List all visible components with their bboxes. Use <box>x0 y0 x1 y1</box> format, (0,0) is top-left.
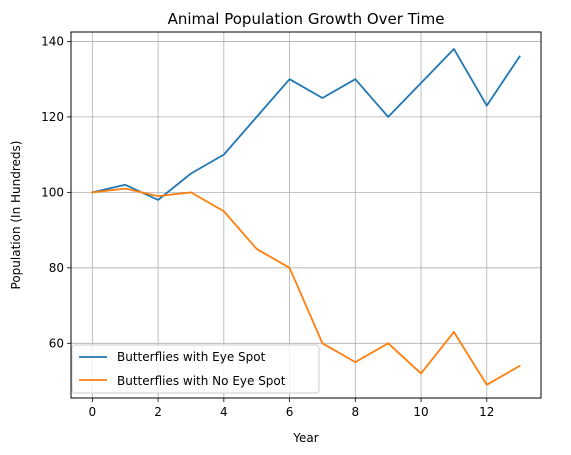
x-tick-label: 6 <box>286 405 294 419</box>
x-tick-label: 12 <box>479 405 494 419</box>
gridlines <box>71 32 541 398</box>
x-tick-label: 0 <box>89 405 97 419</box>
y-tick-label: 60 <box>49 336 64 350</box>
legend-frame <box>71 344 320 394</box>
series-lines <box>91 48 521 386</box>
legend: Butterflies with Eye Spot Butterflies wi… <box>71 344 320 394</box>
y-tick-label: 140 <box>41 34 64 48</box>
chart-title: Animal Population Growth Over Time <box>168 10 445 28</box>
x-axis-label: Year <box>292 431 318 445</box>
x-tick-label: 2 <box>154 405 162 419</box>
series-line-1 <box>91 187 521 386</box>
y-tick-label: 120 <box>41 110 64 124</box>
legend-label-no-eye-spot: Butterflies with No Eye Spot <box>117 374 286 388</box>
series-line-0 <box>91 48 521 201</box>
x-tick-label: 8 <box>351 405 359 419</box>
x-tick-label: 10 <box>413 405 428 419</box>
plot-frame <box>70 31 542 399</box>
y-axis: 60 80 100 120 140 <box>41 34 71 350</box>
y-tick-label: 80 <box>49 261 64 275</box>
legend-label-eye-spot: Butterflies with Eye Spot <box>117 350 266 364</box>
y-axis-label: Population (In Hundreds) <box>9 141 23 290</box>
x-tick-label: 4 <box>220 405 228 419</box>
x-axis: 0 2 4 6 8 10 12 <box>89 398 494 419</box>
y-tick-label: 100 <box>41 185 64 199</box>
